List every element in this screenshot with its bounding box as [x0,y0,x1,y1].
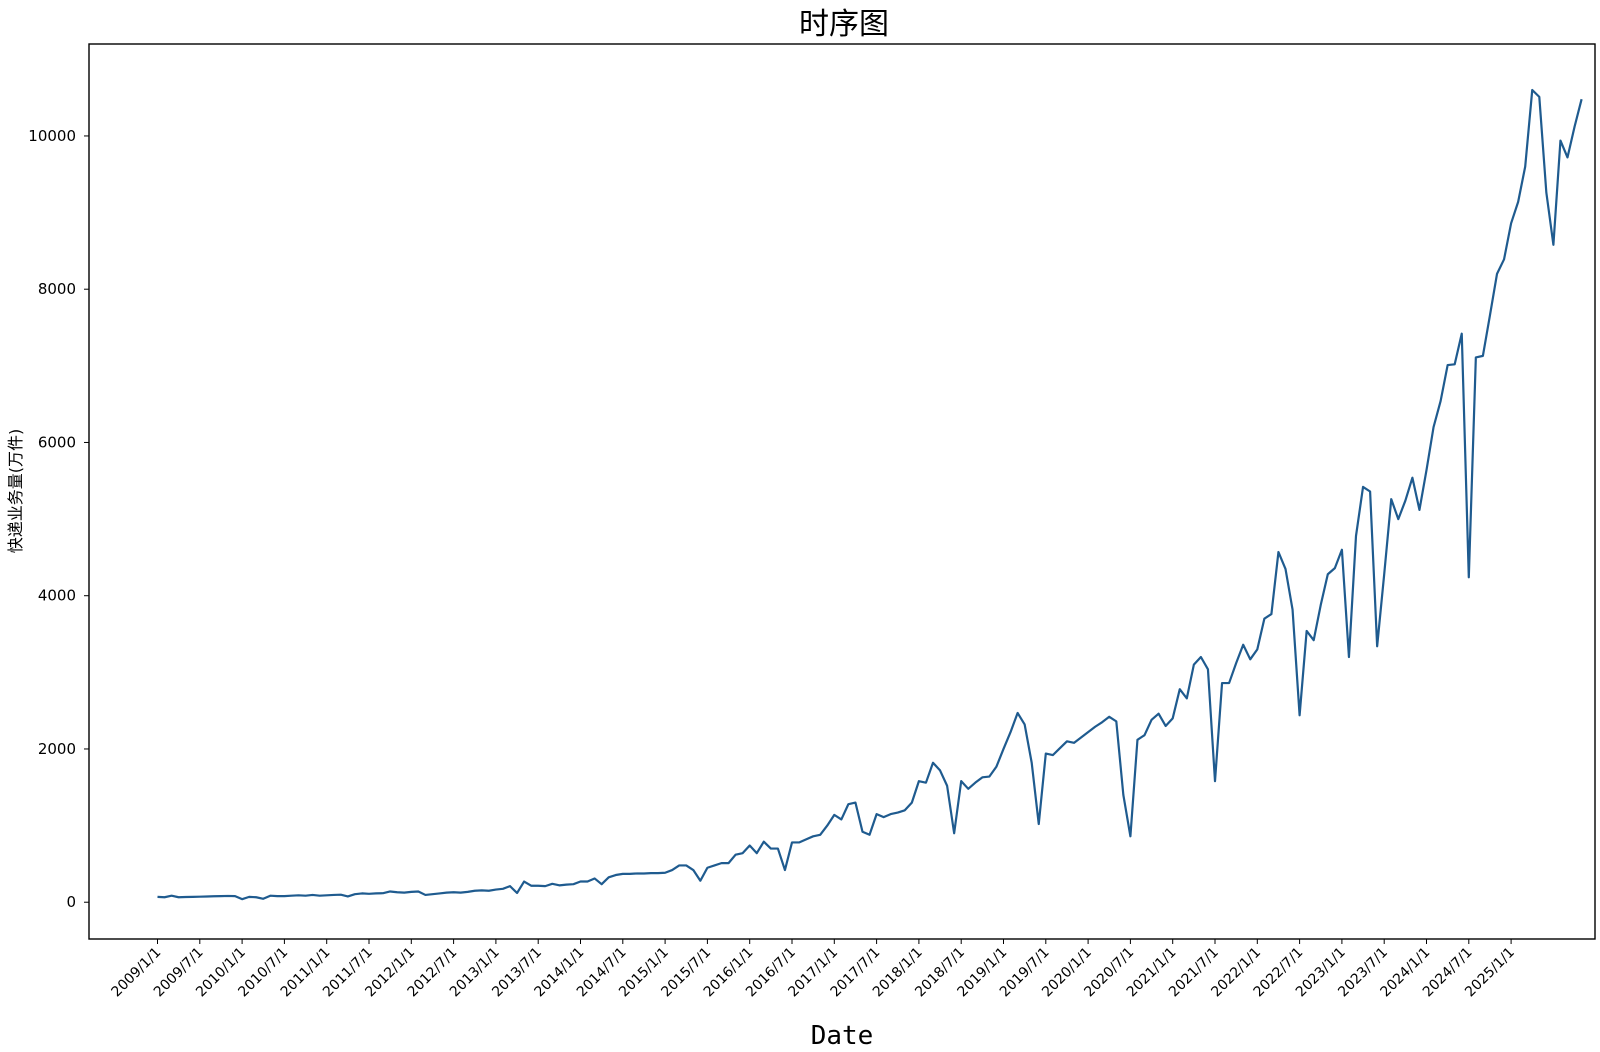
y-tick-label: 4000 [38,587,76,605]
y-axis-label: 快递业务量(万件) [6,429,25,554]
y-tick-label: 2000 [38,740,76,758]
y-tick-label: 6000 [38,433,76,451]
y-tick-label: 10000 [28,127,76,145]
y-tick-label: 8000 [38,280,76,298]
plot-area-frame [88,43,1596,940]
series-line [157,88,1583,901]
y-tick-label: 0 [66,893,76,911]
y-axis-ticks: 0 2000 4000 6000 8000 10000 [28,127,89,911]
x-axis-ticks: 2009/1/12009/7/12010/1/12010/7/12011/1/1… [109,939,1518,1000]
x-axis-label: Date [811,1021,874,1051]
chart-title: 时序图 [799,7,889,42]
series-group [157,88,1583,901]
